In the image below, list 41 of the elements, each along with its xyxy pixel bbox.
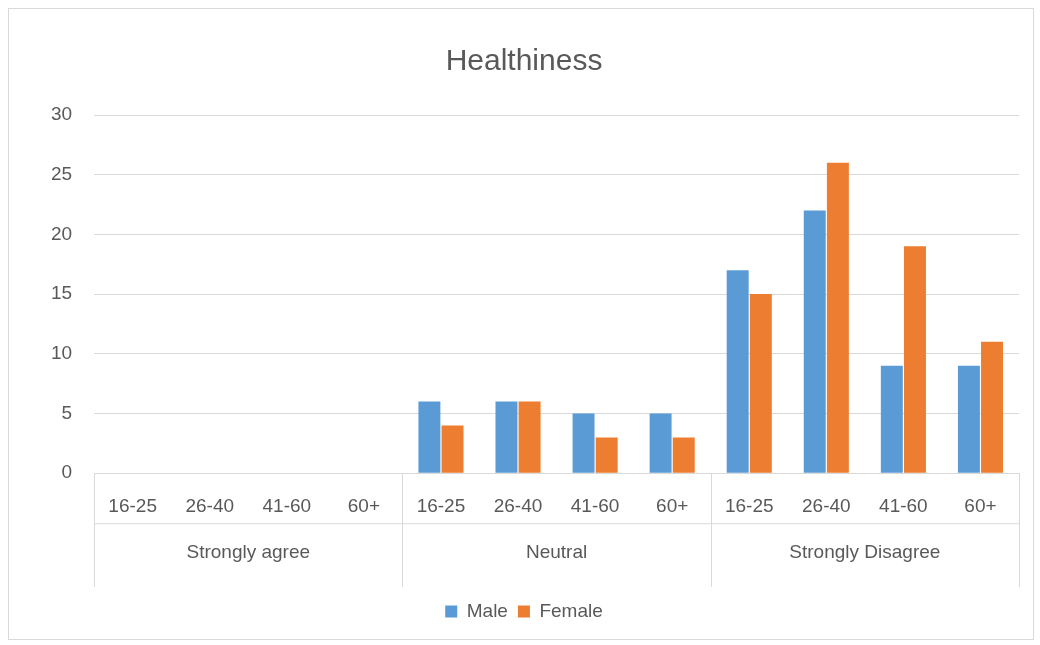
x-tick-label: 60+ [347, 494, 380, 516]
bar [803, 210, 826, 473]
bar [595, 437, 618, 473]
x-tick-label: 60+ [656, 494, 689, 516]
bar [495, 401, 518, 473]
y-tick-label: 20 [50, 222, 73, 244]
bar [672, 437, 695, 473]
x-tick-label: 41-60 [262, 494, 312, 516]
x-tick-label: 60+ [964, 494, 997, 516]
bar [649, 413, 672, 473]
text: Strongly Disagree [789, 541, 941, 563]
text: Neutral [525, 541, 588, 563]
legend-label: Female [539, 599, 603, 621]
bar [981, 341, 1004, 473]
bar [572, 413, 595, 473]
text: Strongly agree [186, 541, 311, 563]
y-tick-label: 5 [61, 401, 73, 423]
y-tick-label: 10 [50, 342, 73, 364]
legend-label: Male [466, 599, 508, 621]
x-tick-label: 41-60 [879, 494, 928, 516]
bar [441, 425, 464, 473]
x-tick-label: 26-40 [802, 494, 851, 516]
x-tick-label: 16-25 [416, 494, 466, 516]
y-tick-label: 30 [50, 103, 73, 125]
x-tick-label: 41-60 [570, 494, 620, 516]
y-tick-label: 15 [50, 282, 73, 304]
bar [418, 401, 441, 473]
bar [957, 365, 980, 473]
bar [518, 401, 541, 473]
y-tick-label: 0 [61, 461, 73, 483]
bar [726, 270, 749, 473]
chart-title: Healthiness [445, 43, 603, 77]
bar [903, 246, 926, 473]
bar [880, 365, 903, 473]
y-tick-label: 25 [50, 162, 73, 184]
bar [826, 162, 849, 473]
x-tick-label: 16-25 [724, 494, 774, 516]
x-tick-label: 26-40 [493, 494, 543, 516]
bar [749, 294, 772, 473]
x-tick-label: 16-25 [108, 494, 157, 516]
x-tick-label: 26-40 [185, 494, 235, 516]
